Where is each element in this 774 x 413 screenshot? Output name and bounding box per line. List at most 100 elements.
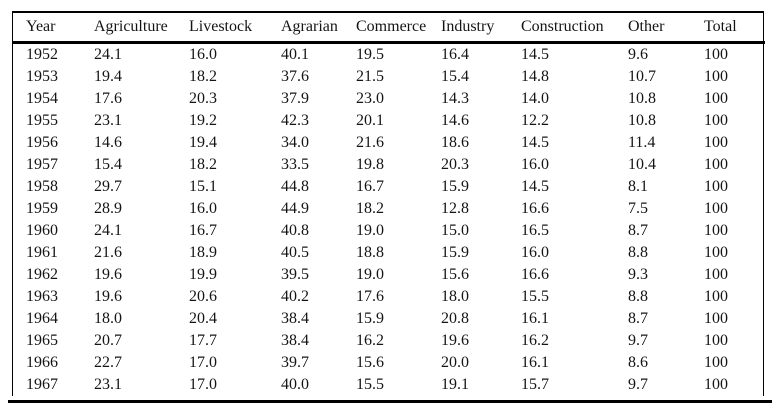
value-cell: 23.1 — [94, 112, 122, 129]
value-cell: 20.3 — [189, 90, 217, 107]
value-cell: 100 — [704, 156, 728, 173]
value-cell: 19.6 — [94, 288, 122, 305]
value-cell: 18.8 — [356, 244, 384, 261]
value-cell: 15.4 — [94, 156, 122, 173]
year-cell: 1959 — [26, 200, 58, 217]
year-cell: 1956 — [26, 134, 58, 151]
value-cell: 42.3 — [281, 112, 309, 129]
value-cell: 16.0 — [521, 156, 549, 173]
value-cell: 37.9 — [281, 90, 309, 107]
value-cell: 12.2 — [521, 112, 549, 129]
value-cell: 15.0 — [441, 222, 469, 239]
value-cell: 100 — [704, 200, 728, 217]
table-head: Year Agriculture Livestock Agrarian Commerce… — [13, 13, 765, 44]
table-row: 1954 17.6 20.3 37.9 23.0 14.3 14.0 10.8 100 — [13, 88, 765, 110]
value-cell: 100 — [704, 178, 728, 195]
value-cell: 20.8 — [441, 310, 469, 327]
value-cell: 10.4 — [628, 156, 656, 173]
value-cell: 100 — [704, 354, 728, 371]
value-cell: 100 — [704, 222, 728, 239]
value-cell: 14.5 — [521, 46, 549, 63]
table-row: 1952 24.1 16.0 40.1 19.5 16.4 14.5 9.6 100 — [13, 43, 765, 67]
value-cell: 29.7 — [94, 178, 122, 195]
value-cell: 16.1 — [521, 310, 549, 327]
year-cell: 1965 — [26, 332, 58, 349]
value-cell: 14.5 — [521, 178, 549, 195]
value-cell: 17.6 — [356, 288, 384, 305]
value-cell: 14.3 — [441, 90, 469, 107]
column-header-agriculture: Agriculture — [81, 13, 176, 44]
value-cell: 8.8 — [628, 244, 648, 261]
value-cell: 10.7 — [628, 68, 656, 85]
value-cell: 44.8 — [281, 178, 309, 195]
value-cell: 16.2 — [356, 332, 384, 349]
value-cell: 21.5 — [356, 68, 384, 85]
table-row: 1955 23.1 19.2 42.3 20.1 14.6 12.2 10.8 100 — [13, 110, 765, 132]
sector-share-table: Year Agriculture Livestock Agrarian Commerce… — [13, 13, 765, 396]
year-cell: 1962 — [26, 266, 58, 283]
value-cell: 18.2 — [189, 156, 217, 173]
value-cell: 20.7 — [94, 332, 122, 349]
value-cell: 18.2 — [356, 200, 384, 217]
value-cell: 100 — [704, 112, 728, 129]
value-cell: 21.6 — [94, 244, 122, 261]
value-cell: 15.6 — [441, 266, 469, 283]
value-cell: 19.0 — [356, 222, 384, 239]
value-cell: 22.7 — [94, 354, 122, 371]
value-cell: 15.6 — [356, 354, 384, 371]
value-cell: 17.7 — [189, 332, 217, 349]
value-cell: 16.1 — [521, 354, 549, 371]
value-cell: 100 — [704, 244, 728, 261]
value-cell: 20.1 — [356, 112, 384, 129]
column-header-year: Year — [13, 13, 81, 44]
value-cell: 14.6 — [94, 134, 122, 151]
column-header-livestock: Livestock — [176, 13, 268, 44]
value-cell: 15.5 — [521, 288, 549, 305]
value-cell: 24.1 — [94, 46, 122, 63]
value-cell: 16.4 — [441, 46, 469, 63]
value-cell: 9.6 — [628, 46, 648, 63]
table-row: 1966 22.7 17.0 39.7 15.6 20.0 16.1 8.6 100 — [13, 352, 765, 374]
table-row: 1957 15.4 18.2 33.5 19.8 20.3 16.0 10.4 100 — [13, 154, 765, 176]
value-cell: 100 — [704, 332, 728, 349]
table-row: 1965 20.7 17.7 38.4 16.2 19.6 16.2 9.7 100 — [13, 330, 765, 352]
value-cell: 19.8 — [356, 156, 384, 173]
value-cell: 40.5 — [281, 244, 309, 261]
value-cell: 8.1 — [628, 178, 648, 195]
year-cell: 1964 — [26, 310, 58, 327]
table-body: 1952 24.1 16.0 40.1 19.5 16.4 14.5 9.6 100 1953 19… — [13, 43, 765, 397]
year-cell: 1953 — [26, 68, 58, 85]
value-cell: 19.9 — [189, 266, 217, 283]
value-cell: 18.0 — [94, 310, 122, 327]
year-cell: 1958 — [26, 178, 58, 195]
value-cell: 15.9 — [441, 178, 469, 195]
value-cell: 39.5 — [281, 266, 309, 283]
value-cell: 23.1 — [94, 376, 122, 393]
table-row: 1958 29.7 15.1 44.8 16.7 15.9 14.5 8.1 100 — [13, 176, 765, 198]
value-cell: 100 — [704, 266, 728, 283]
value-cell: 18.6 — [441, 134, 469, 151]
value-cell: 15.1 — [189, 178, 217, 195]
value-cell: 37.6 — [281, 68, 309, 85]
value-cell: 23.0 — [356, 90, 384, 107]
table-row: 1964 18.0 20.4 38.4 15.9 20.8 16.1 8.7 100 — [13, 308, 765, 330]
value-cell: 19.5 — [356, 46, 384, 63]
value-cell: 16.7 — [189, 222, 217, 239]
value-cell: 11.4 — [628, 134, 656, 151]
table-row: 1959 28.9 16.0 44.9 18.2 12.8 16.6 7.5 100 — [13, 198, 765, 220]
value-cell: 15.4 — [441, 68, 469, 85]
value-cell: 16.0 — [189, 200, 217, 217]
value-cell: 16.2 — [521, 332, 549, 349]
value-cell: 16.6 — [521, 266, 549, 283]
value-cell: 15.5 — [356, 376, 384, 393]
column-header-construction: Construction — [508, 13, 615, 44]
value-cell: 8.6 — [628, 354, 648, 371]
value-cell: 40.0 — [281, 376, 309, 393]
table-row: 1963 19.6 20.6 40.2 17.6 18.0 15.5 8.8 100 — [13, 286, 765, 308]
value-cell: 16.0 — [521, 244, 549, 261]
value-cell: 16.5 — [521, 222, 549, 239]
year-cell: 1954 — [26, 90, 58, 107]
header-row: Year Agriculture Livestock Agrarian Commerce… — [13, 13, 765, 44]
table-row: 1967 23.1 17.0 40.0 15.5 19.1 15.7 9.7 100 — [13, 374, 765, 396]
